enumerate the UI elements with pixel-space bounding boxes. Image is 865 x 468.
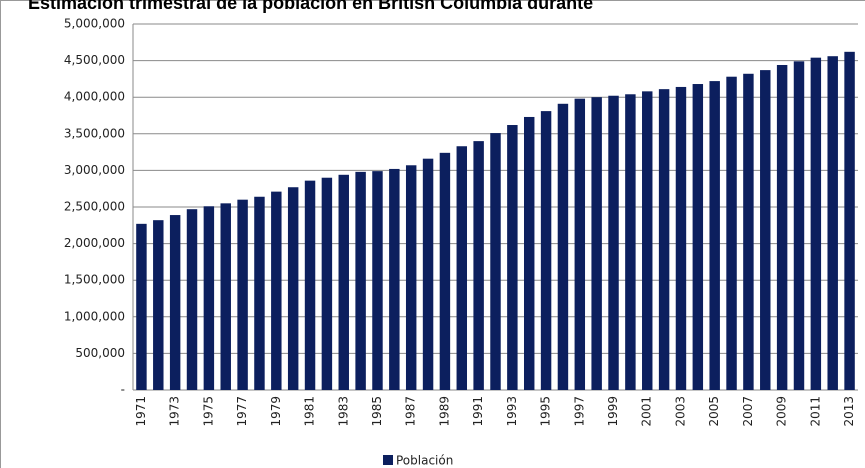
- bar: [726, 76, 737, 390]
- bar: [591, 97, 602, 390]
- x-tick-label: 1973: [168, 396, 182, 427]
- legend-label: Población: [396, 454, 453, 468]
- bar: [287, 187, 299, 390]
- x-tick-label: 1981: [303, 396, 317, 427]
- bar: [203, 206, 215, 390]
- x-tick-label: 1995: [539, 396, 553, 427]
- y-tick-label: 500,000: [75, 346, 125, 360]
- bar: [743, 73, 754, 390]
- x-tick-label: 2009: [775, 396, 789, 427]
- bar: [321, 177, 333, 390]
- x-tick-label: 2013: [842, 396, 856, 427]
- x-tick-label: 1989: [437, 396, 451, 427]
- bar: [456, 146, 468, 390]
- bar: [557, 103, 569, 391]
- bar: [810, 57, 822, 391]
- bar: [254, 196, 265, 390]
- y-tick-label: 3,500,000: [64, 126, 125, 140]
- x-tick-label: 1999: [606, 396, 620, 427]
- y-tick-label: 2,500,000: [64, 200, 125, 214]
- bar: [338, 174, 349, 390]
- bar: [709, 81, 720, 390]
- x-tick-label: 1993: [505, 396, 519, 427]
- chart-title: Estimación trimestral de la población en…: [28, 0, 593, 13]
- x-tick-label: 2007: [741, 396, 755, 427]
- bar: [237, 199, 248, 390]
- x-tick-label: 2011: [808, 396, 822, 427]
- x-tick-label: 2001: [640, 396, 654, 427]
- bar: [625, 94, 636, 390]
- y-tick-label: 4,500,000: [64, 53, 125, 67]
- y-tick-label: 3,000,000: [64, 163, 125, 177]
- bar: [507, 125, 518, 391]
- bar: [355, 171, 366, 390]
- x-tick-label: 1997: [572, 396, 586, 427]
- x-tick-label: 1991: [471, 396, 485, 427]
- y-tick-label: 1,000,000: [64, 309, 125, 323]
- bar: [372, 171, 383, 390]
- x-tick-label: 2005: [707, 396, 721, 427]
- bar: [186, 209, 198, 390]
- x-tick-label: 1985: [370, 396, 384, 427]
- bar: [389, 168, 400, 390]
- bar: [642, 91, 653, 391]
- bar: [304, 180, 316, 390]
- x-tick-label: 1987: [404, 396, 418, 427]
- bar: [523, 116, 535, 391]
- bar: [169, 215, 181, 390]
- bar: [827, 56, 838, 390]
- bar: [220, 203, 231, 390]
- bar: [439, 152, 451, 390]
- bar: [405, 165, 417, 390]
- bar: [692, 84, 704, 391]
- y-tick-label: 1,500,000: [64, 273, 125, 287]
- bar: [153, 220, 164, 390]
- x-tick-label: 1975: [201, 396, 215, 427]
- bar: [490, 133, 501, 390]
- bar: [422, 158, 434, 390]
- bar: [760, 70, 771, 390]
- bar: [271, 191, 282, 390]
- bar: [473, 141, 484, 390]
- y-tick-label: -: [121, 383, 125, 397]
- x-tick-label: 1977: [235, 396, 249, 427]
- bar: [540, 111, 552, 390]
- x-tick-label: 1983: [336, 396, 350, 427]
- legend-swatch: [383, 455, 393, 465]
- y-tick-label: 2,000,000: [64, 236, 125, 250]
- y-tick-label: 5,000,000: [64, 17, 125, 31]
- x-tick-label: 1971: [134, 396, 148, 427]
- bar: [675, 86, 687, 391]
- bar: [608, 95, 619, 391]
- bar: [844, 51, 855, 390]
- bar: [658, 89, 670, 390]
- x-tick-label: 1979: [269, 396, 283, 427]
- y-tick-label: 4,000,000: [64, 90, 125, 104]
- bar: [136, 223, 147, 390]
- x-tick-label: 2003: [673, 396, 687, 427]
- bar: [793, 61, 805, 390]
- bar: [574, 98, 586, 390]
- bar: [776, 64, 788, 390]
